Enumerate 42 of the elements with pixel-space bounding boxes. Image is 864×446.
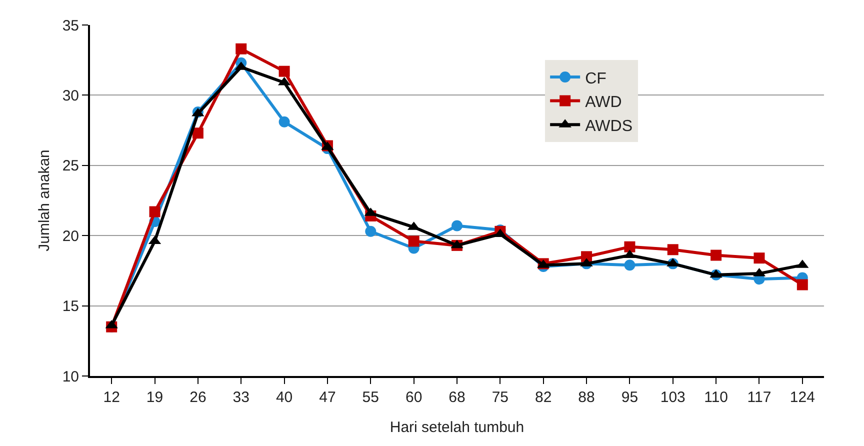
x-tick-label: 103: [660, 389, 686, 406]
y-tick-label: 20: [62, 228, 79, 245]
point: [754, 252, 765, 264]
x-tick-label: 26: [190, 389, 206, 406]
x-tick-label: 60: [405, 389, 422, 406]
point: [149, 206, 160, 218]
point: [192, 128, 204, 139]
y-tick-label: 25: [62, 158, 79, 175]
legend-label: CF: [585, 70, 607, 88]
legend-label: AWD: [585, 94, 622, 112]
y-tick-label: 10: [62, 368, 79, 386]
point: [408, 236, 420, 247]
x-tick-label: 19: [146, 389, 164, 406]
x-tick-label: 110: [704, 389, 728, 406]
x-tick-label: 33: [232, 389, 250, 406]
x-tick-label: 117: [747, 389, 772, 406]
point: [278, 116, 290, 128]
point: [278, 66, 290, 77]
point: [710, 250, 722, 261]
x-tick-label: 82: [535, 389, 552, 406]
x-tick-label: 55: [362, 389, 379, 406]
y-tick-label: 30: [62, 87, 79, 104]
x-tick-label: 68: [448, 389, 466, 406]
point: [667, 244, 678, 256]
point: [624, 241, 636, 252]
point: [236, 43, 247, 54]
point: [452, 220, 462, 232]
y-tick-label: 35: [62, 17, 79, 34]
x-tick-label: 75: [492, 389, 509, 406]
point: [365, 226, 376, 237]
x-tick-label: 47: [319, 389, 336, 406]
x-tick-label: 124: [790, 389, 815, 406]
x-axis-title: Hari setelah tumbuh: [390, 419, 524, 436]
y-axis-title: Jumlah anakan: [36, 150, 53, 252]
x-tick-label: 88: [578, 389, 595, 406]
point: [624, 260, 636, 271]
x-tick-label: 12: [103, 389, 120, 406]
point: [796, 279, 808, 290]
x-tick-label: 40: [276, 389, 293, 406]
x-tick-label: 95: [621, 389, 638, 406]
y-tick-label: 15: [62, 298, 79, 316]
legend-label: AWDS: [585, 118, 632, 135]
